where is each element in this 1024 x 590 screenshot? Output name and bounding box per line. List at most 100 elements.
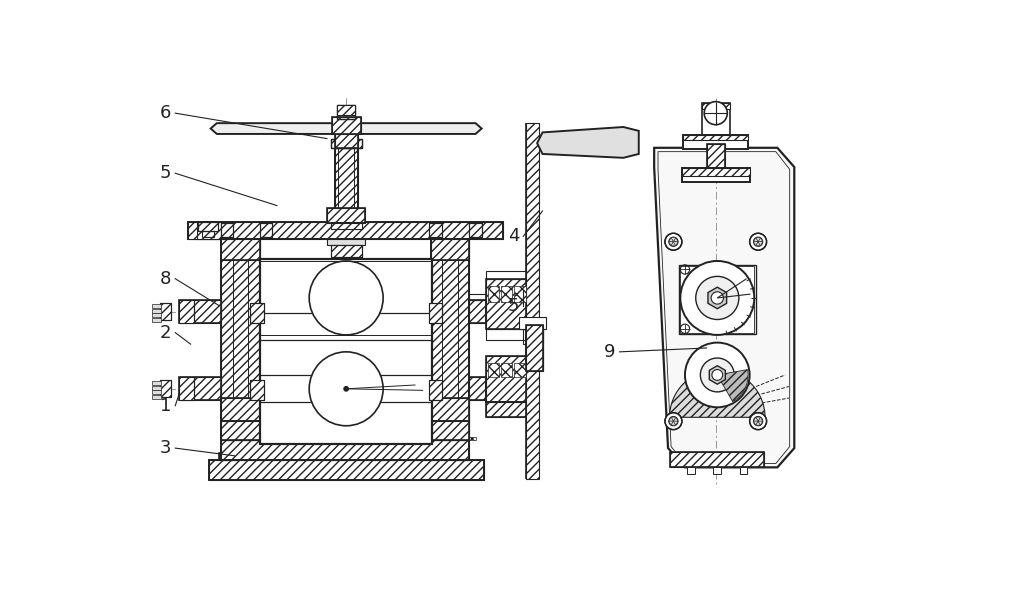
Circle shape <box>712 369 723 381</box>
Bar <box>331 222 361 230</box>
Bar <box>714 467 721 474</box>
Bar <box>526 325 544 371</box>
Bar <box>335 131 357 148</box>
Bar <box>209 460 484 480</box>
Bar <box>188 222 222 239</box>
Bar <box>153 318 162 322</box>
Bar <box>429 381 442 401</box>
Bar <box>431 239 469 440</box>
Bar <box>454 453 469 460</box>
Bar <box>683 136 749 140</box>
Bar <box>680 266 755 333</box>
Text: 1: 1 <box>160 396 171 415</box>
Bar <box>153 309 162 313</box>
Bar <box>244 437 251 440</box>
Bar <box>221 421 260 440</box>
Polygon shape <box>758 421 763 425</box>
Text: 2: 2 <box>160 323 171 342</box>
Bar <box>514 363 525 377</box>
Bar <box>682 168 750 175</box>
Bar <box>431 421 469 440</box>
Bar <box>451 437 457 440</box>
Bar <box>219 453 234 460</box>
Polygon shape <box>756 421 761 425</box>
Polygon shape <box>710 366 725 384</box>
Circle shape <box>669 417 678 426</box>
Polygon shape <box>756 242 761 246</box>
Polygon shape <box>756 238 761 242</box>
Polygon shape <box>654 148 795 467</box>
Bar <box>221 440 469 460</box>
Bar <box>160 381 171 397</box>
Bar <box>179 377 195 401</box>
Bar <box>486 402 528 417</box>
Bar <box>199 222 218 231</box>
Bar <box>501 286 512 302</box>
Bar <box>486 402 528 417</box>
Bar <box>429 223 441 237</box>
Circle shape <box>754 417 763 426</box>
Bar <box>332 117 360 134</box>
Bar <box>431 398 469 421</box>
Polygon shape <box>674 242 678 246</box>
Bar <box>335 148 357 222</box>
Bar <box>221 239 260 440</box>
Bar <box>209 460 484 480</box>
Text: 5: 5 <box>508 297 519 314</box>
Bar <box>179 377 221 401</box>
Bar <box>331 139 361 148</box>
Bar <box>469 377 486 401</box>
Text: 6: 6 <box>160 104 171 122</box>
Bar <box>429 303 442 323</box>
Bar <box>221 398 260 421</box>
Bar <box>431 398 469 421</box>
Polygon shape <box>754 238 758 242</box>
Polygon shape <box>758 238 763 242</box>
Bar <box>327 208 366 223</box>
Bar <box>188 222 503 239</box>
Bar <box>486 329 528 340</box>
Bar <box>335 131 357 148</box>
Bar <box>220 223 233 237</box>
Polygon shape <box>756 417 761 421</box>
Circle shape <box>669 237 678 247</box>
Circle shape <box>309 352 383 426</box>
Bar <box>199 222 218 231</box>
Bar <box>234 437 242 440</box>
Bar <box>454 453 469 460</box>
Bar <box>707 144 725 171</box>
Text: 5: 5 <box>160 164 171 182</box>
Bar <box>469 437 475 440</box>
Text: 4: 4 <box>508 227 519 245</box>
Circle shape <box>705 101 727 124</box>
Circle shape <box>680 261 755 335</box>
Bar <box>707 144 725 171</box>
Polygon shape <box>670 369 765 417</box>
Bar <box>486 271 528 278</box>
Bar <box>486 278 528 329</box>
Polygon shape <box>211 123 481 134</box>
Bar <box>739 467 748 474</box>
Bar <box>332 117 360 134</box>
Circle shape <box>695 276 739 320</box>
Polygon shape <box>758 417 763 421</box>
Bar <box>429 223 441 237</box>
Bar <box>260 260 432 444</box>
Bar <box>221 239 260 440</box>
Circle shape <box>685 343 750 407</box>
Bar <box>469 377 486 401</box>
Bar <box>469 223 481 237</box>
Polygon shape <box>708 287 727 309</box>
Bar <box>250 303 264 323</box>
Polygon shape <box>754 242 758 246</box>
Circle shape <box>700 358 734 392</box>
Bar <box>188 222 503 239</box>
Bar <box>179 300 221 323</box>
Polygon shape <box>669 417 674 421</box>
Bar <box>526 325 544 371</box>
Bar <box>331 139 361 148</box>
Bar <box>486 356 528 402</box>
Circle shape <box>309 261 383 335</box>
Bar <box>679 265 756 334</box>
Polygon shape <box>754 421 758 425</box>
